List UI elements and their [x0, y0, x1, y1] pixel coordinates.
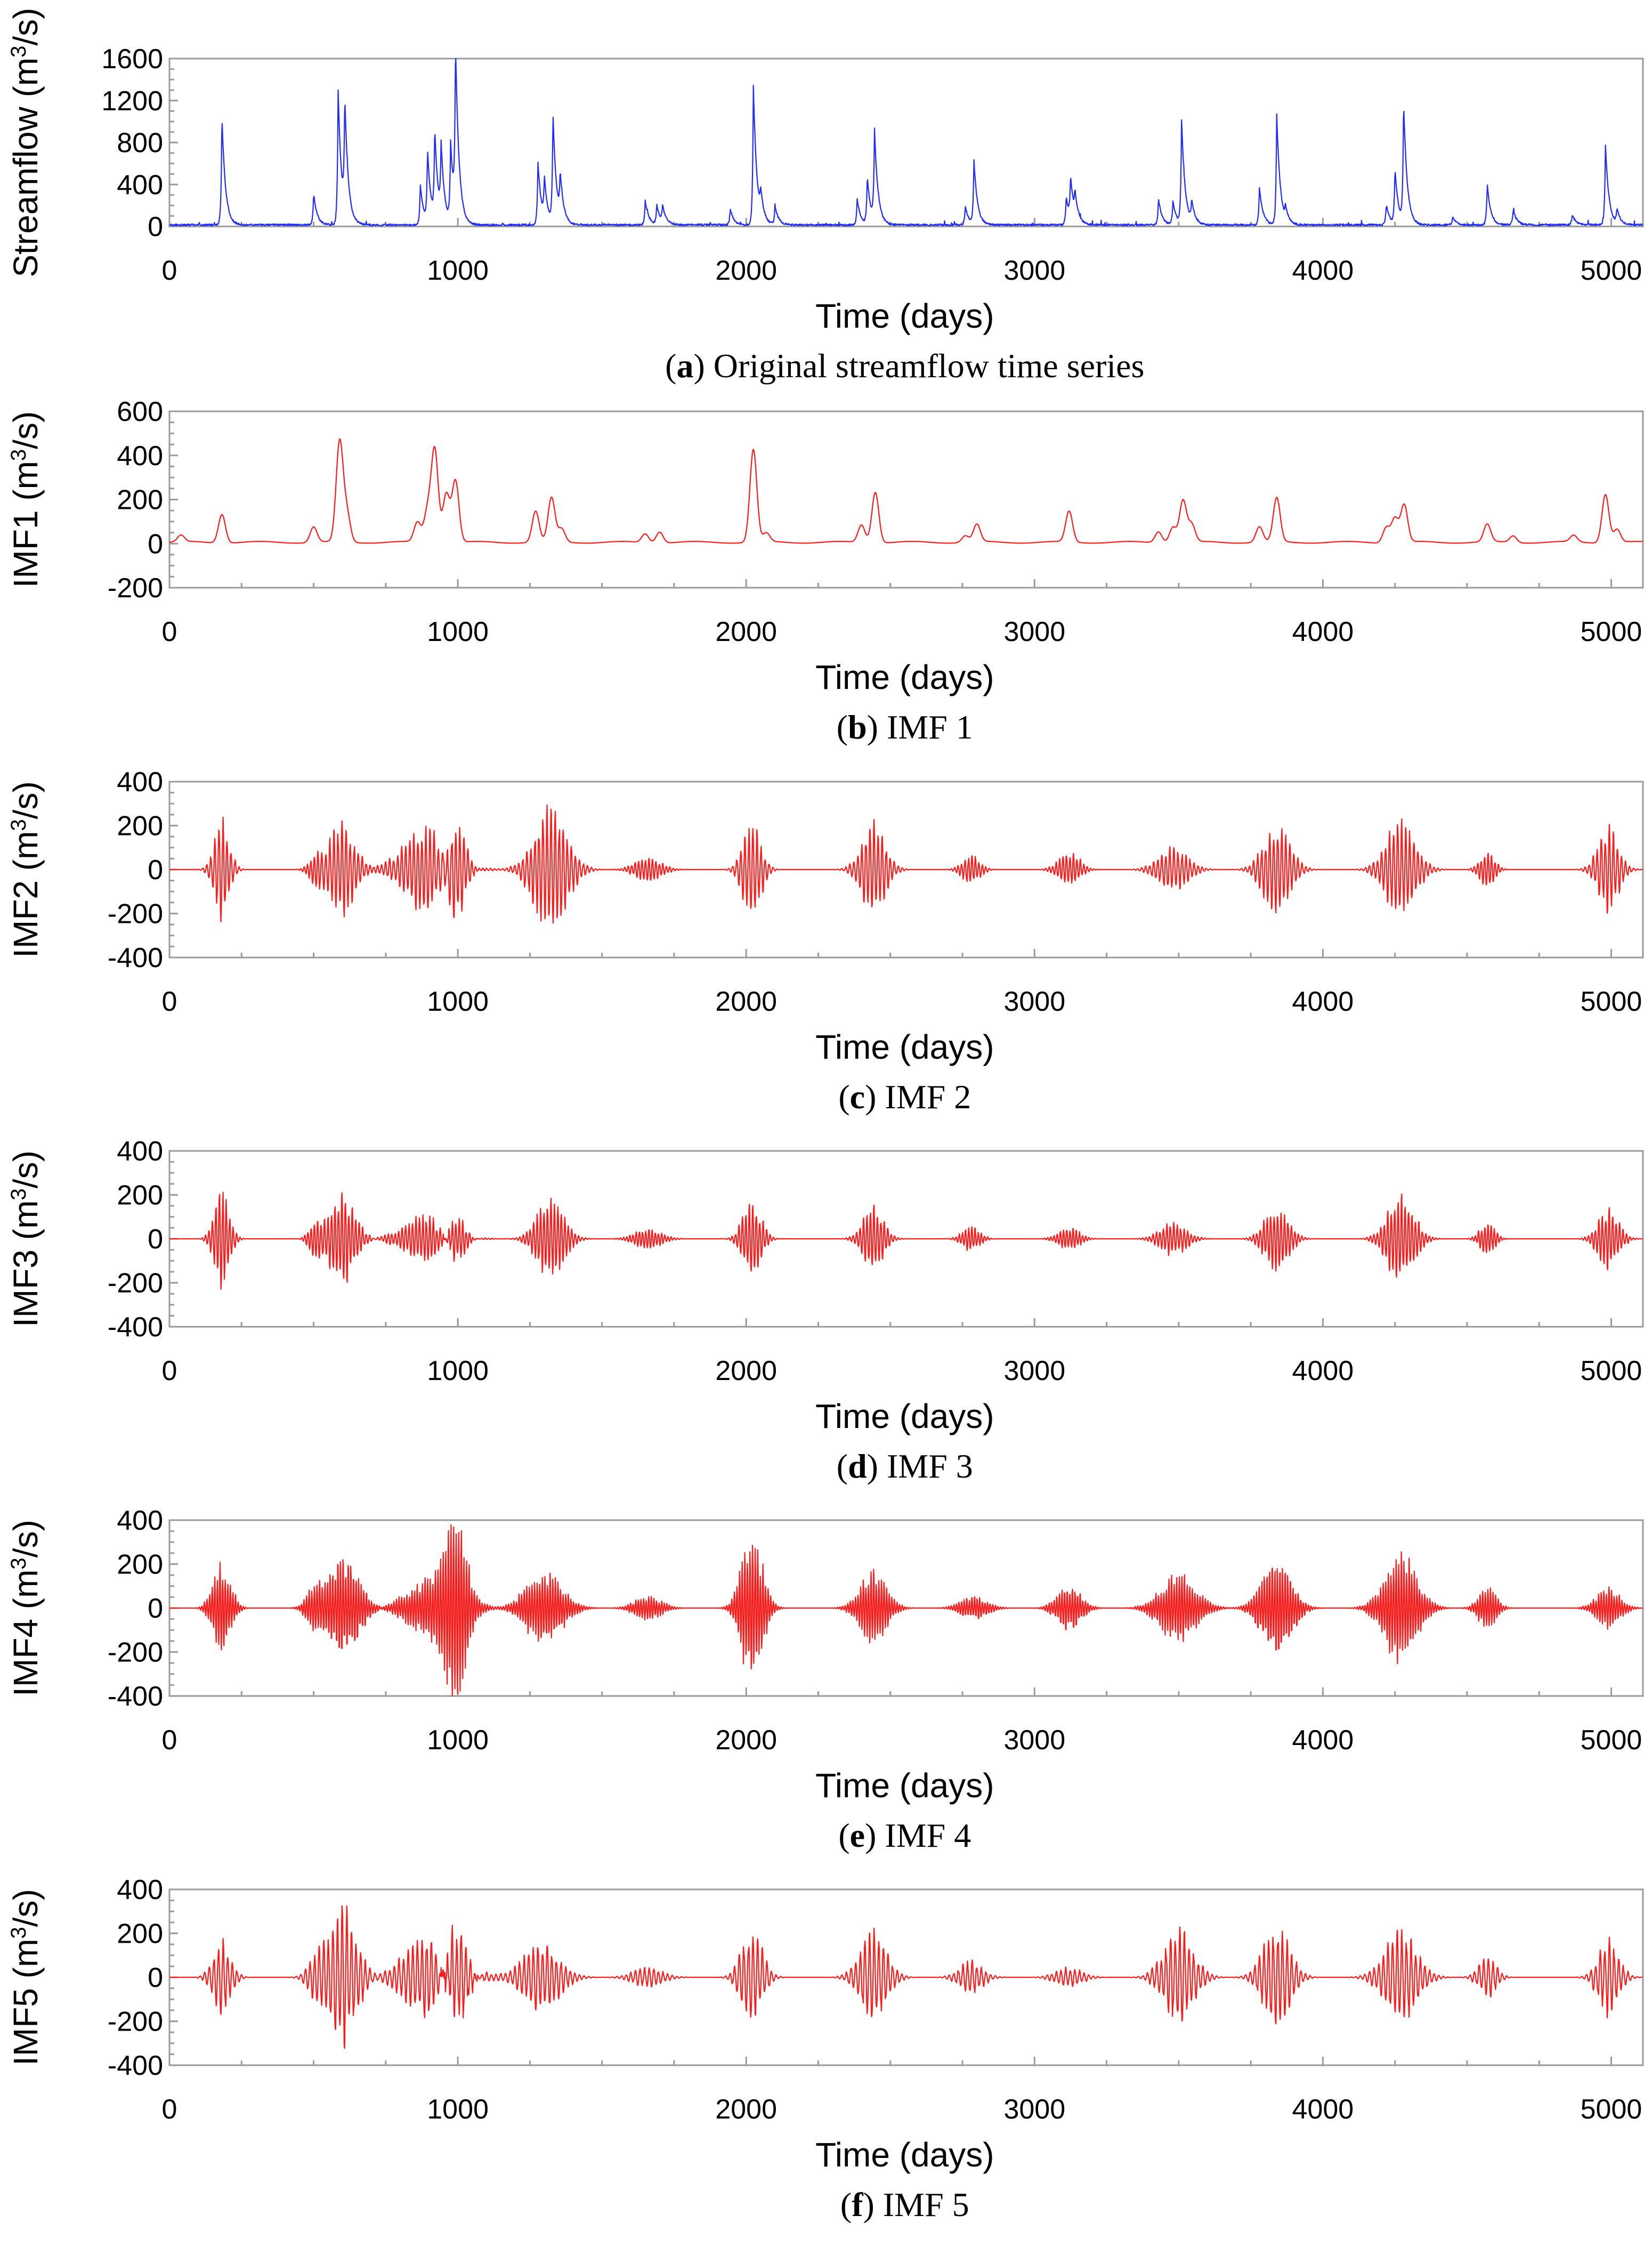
x-axis-title: Time (days) [815, 2136, 994, 2174]
x-tick-label: 3000 [1003, 255, 1065, 286]
x-axis-title: Time (days) [815, 658, 994, 696]
x-tick-label: 2000 [715, 1725, 777, 1756]
x-tick-label: 5000 [1581, 255, 1642, 286]
series-line-f [169, 1905, 1643, 2049]
x-tick-label: 4000 [1292, 986, 1354, 1017]
x-tick-label: 0 [162, 1356, 177, 1386]
y-tick-label: -200 [108, 1268, 163, 1299]
y-tick-label: 0 [148, 1962, 163, 1993]
panel-caption: (b) IMF 1 [837, 708, 973, 746]
y-tick-label: 800 [117, 128, 163, 159]
x-tick-label: 5000 [1581, 616, 1642, 647]
y-tick-label: 200 [117, 1919, 163, 1950]
x-tick-label: 0 [162, 1725, 177, 1756]
y-tick-label: 200 [117, 1549, 163, 1580]
y-tick-label: 0 [148, 529, 163, 559]
x-tick-label: 1000 [427, 255, 489, 286]
y-tick-label: -200 [108, 1637, 163, 1668]
x-tick-label: 2000 [715, 616, 777, 647]
x-tick-label: 3000 [1003, 1356, 1065, 1386]
y-tick-label: 400 [117, 1136, 163, 1167]
y-tick-label: -200 [108, 2007, 163, 2038]
x-tick-label: 2000 [715, 2094, 777, 2125]
y-tick-label: 400 [117, 1874, 163, 1905]
y-tick-label: 400 [117, 1505, 163, 1536]
x-tick-label: 2000 [715, 255, 777, 286]
x-tick-label: 1000 [427, 1356, 489, 1386]
series-line-b [169, 438, 1643, 544]
y-tick-label: -400 [108, 943, 163, 973]
x-axis-title: Time (days) [815, 297, 994, 335]
y-tick-label: 1200 [101, 86, 163, 117]
panel-b: -200 0 200 400 600 0 1000 2000 3000 4000 5000 Time … [6, 396, 1644, 746]
x-axis-title: Time (days) [815, 1397, 994, 1435]
y-tick-label: 0 [148, 212, 163, 242]
y-tick-label: 1600 [101, 44, 163, 75]
y-tick-label: 0 [148, 1593, 163, 1624]
x-tick-label: 2000 [715, 986, 777, 1017]
series-line-a [169, 58, 1643, 226]
x-tick-label: 1000 [427, 986, 489, 1017]
x-tick-label: 4000 [1292, 255, 1354, 286]
y-tick-label: -400 [108, 1312, 163, 1343]
x-tick-label: 3000 [1003, 1725, 1065, 1756]
x-tick-label: 0 [162, 255, 177, 286]
y-tick-label: 600 [117, 396, 163, 427]
x-tick-label: 2000 [715, 1356, 777, 1386]
x-tick-label: 5000 [1581, 2094, 1642, 2125]
series-line-e [169, 1524, 1643, 1697]
panel-caption: (c) IMF 2 [838, 1078, 971, 1116]
x-tick-label: 0 [162, 2094, 177, 2125]
x-tick-label: 0 [162, 616, 177, 647]
y-tick-label: 400 [117, 767, 163, 798]
y-axis-title: IMF1 (m3/s) [6, 411, 45, 588]
x-tick-label: 4000 [1292, 2094, 1354, 2125]
panel-caption: (a) Original streamflow time series [665, 347, 1144, 385]
y-tick-label: 200 [117, 811, 163, 842]
plot-frame [168, 58, 1644, 228]
panel-a: 0 400 800 1200 1600 0 1000 2000 3000 4000 5000 Time… [6, 8, 1644, 385]
series-line-c [169, 804, 1643, 924]
x-tick-label: 4000 [1292, 616, 1354, 647]
y-tick-label: -200 [108, 573, 163, 604]
x-tick-label: 1000 [427, 2094, 489, 2125]
x-tick-label: 4000 [1292, 1725, 1354, 1756]
y-axis-title: IMF2 (m3/s) [6, 781, 45, 958]
x-tick-label: 3000 [1003, 2094, 1065, 2125]
y-tick-label: 0 [148, 1224, 163, 1255]
panel-caption: (d) IMF 3 [837, 1447, 973, 1485]
x-tick-label: 3000 [1003, 616, 1065, 647]
y-tick-label: -200 [108, 899, 163, 930]
y-tick-label: 200 [117, 485, 163, 516]
y-tick-label: 400 [117, 169, 163, 200]
y-axis-title: IMF4 (m3/s) [6, 1520, 45, 1697]
x-tick-label: 1000 [427, 1725, 489, 1756]
x-axis-title: Time (days) [815, 1766, 994, 1805]
x-tick-label: 5000 [1581, 986, 1642, 1017]
x-tick-label: 3000 [1003, 986, 1065, 1017]
y-tick-label: -400 [108, 1681, 163, 1712]
plot-frame [168, 410, 1644, 589]
series-line-d [169, 1191, 1643, 1290]
y-tick-label: 200 [117, 1180, 163, 1211]
y-axis-title: IMF3 (m3/s) [6, 1150, 45, 1327]
x-tick-label: 0 [162, 986, 177, 1017]
x-tick-label: 5000 [1581, 1356, 1642, 1386]
y-tick-label: 400 [117, 441, 163, 472]
x-tick-label: 4000 [1292, 1356, 1354, 1386]
y-tick-label: 0 [148, 855, 163, 886]
y-axis-title: Streamflow (m3/s) [6, 8, 45, 278]
x-tick-label: 1000 [427, 616, 489, 647]
panel-caption: (e) IMF 4 [838, 1816, 971, 1854]
panel-caption: (f) IMF 5 [840, 2186, 969, 2223]
y-tick-label: -400 [108, 2050, 163, 2081]
y-axis-title: IMF5 (m3/s) [6, 1889, 45, 2066]
x-axis-title: Time (days) [815, 1028, 994, 1066]
x-tick-label: 5000 [1581, 1725, 1642, 1756]
